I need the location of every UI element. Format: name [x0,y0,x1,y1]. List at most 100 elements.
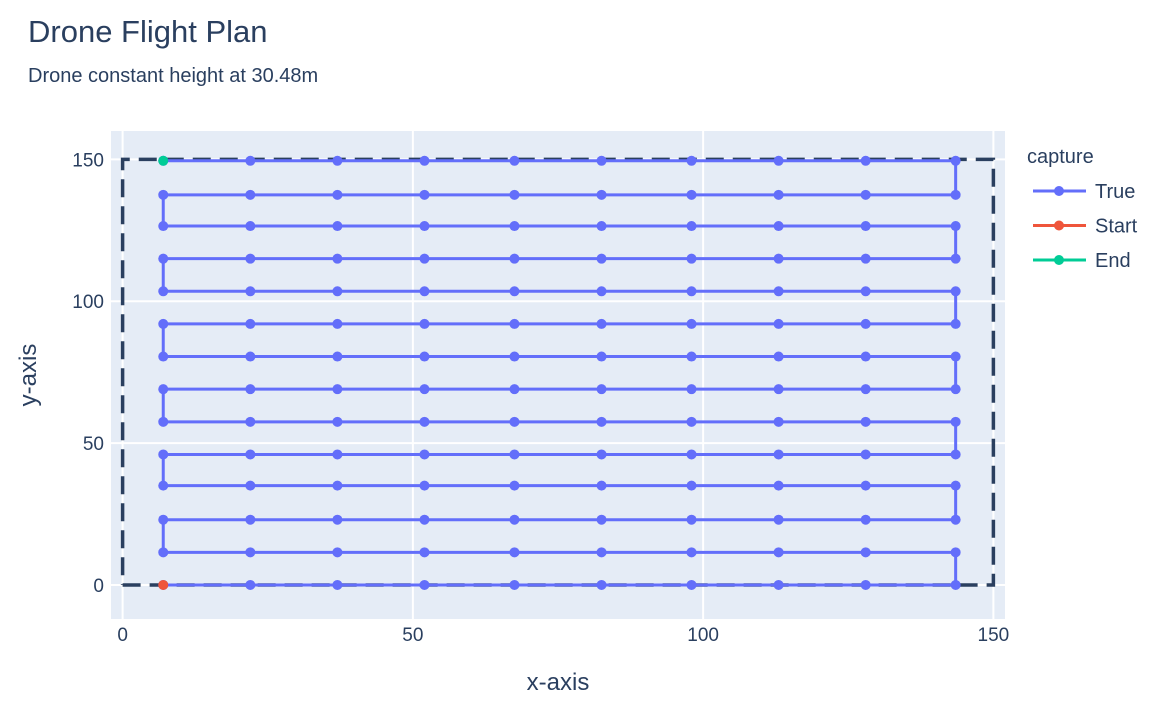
data-point-true [419,189,430,200]
data-point-true [860,384,871,395]
data-point-true [509,318,520,329]
data-point-true [950,318,961,329]
legend: capture True Start End [1027,146,1138,272]
data-point-true [419,547,430,558]
data-point-true [509,416,520,427]
data-point-true [419,579,430,590]
y-ticks: 0 50 100 150 [72,150,104,597]
data-point-true [332,351,343,362]
x-axis-title: x-axis [527,669,590,696]
y-tick-label: 0 [93,576,104,597]
plot-area [111,131,1005,619]
x-tick-label: 0 [117,625,128,646]
data-point-true [419,155,430,166]
data-point-true [245,253,256,264]
data-point-true [596,318,607,329]
legend-label: End [1095,250,1131,272]
legend-marker [1054,186,1064,196]
data-point-true [419,221,430,232]
data-point-true [332,384,343,395]
legend-label: True [1095,181,1135,203]
data-point-true [509,351,520,362]
data-point-true [686,221,697,232]
data-point-true [245,221,256,232]
data-point-true [596,189,607,200]
data-point-true [686,253,697,264]
data-point-end [158,155,169,166]
data-point-true [419,351,430,362]
data-point-true [950,351,961,362]
data-point-true [860,286,871,297]
data-point-true [860,253,871,264]
legend-label: Start [1095,216,1138,238]
data-point-true [509,449,520,460]
data-point-true [686,416,697,427]
data-point-true [332,449,343,460]
legend-item-true[interactable]: True [1033,181,1135,203]
data-point-true [686,318,697,329]
data-point-true [950,286,961,297]
data-point-true [686,480,697,491]
chart-title: Drone Flight Plan [28,14,268,49]
data-point-true [419,253,430,264]
data-point-true [773,449,784,460]
data-point-true [245,579,256,590]
data-point-true [245,384,256,395]
data-point-true [158,253,169,264]
data-point-true [245,514,256,525]
data-point-true [245,286,256,297]
data-point-true [773,416,784,427]
chart-subtitle: Drone constant height at 30.48m [28,65,318,87]
data-point-true [596,155,607,166]
data-point-true [950,579,961,590]
data-point-true [950,514,961,525]
data-point-true [860,351,871,362]
legend-item-end[interactable]: End [1033,250,1131,272]
y-tick-label: 150 [72,150,104,171]
data-point-true [596,579,607,590]
data-point-true [245,416,256,427]
legend-item-start[interactable]: Start [1033,216,1138,238]
data-point-true [158,480,169,491]
data-point-true [158,318,169,329]
data-point-true [860,579,871,590]
data-point-true [245,449,256,460]
data-point-true [158,189,169,200]
y-tick-label: 100 [72,292,104,313]
data-point-true [419,480,430,491]
data-point-start [158,579,169,590]
legend-marker [1054,255,1064,265]
data-point-true [860,189,871,200]
data-point-true [332,155,343,166]
legend-items: True Start End [1033,181,1138,272]
data-point-true [332,221,343,232]
data-point-true [773,189,784,200]
data-point-true [860,514,871,525]
data-point-true [509,189,520,200]
data-point-true [509,155,520,166]
data-point-true [245,480,256,491]
data-point-true [686,514,697,525]
data-point-true [509,253,520,264]
data-point-true [773,514,784,525]
legend-title: capture [1027,146,1094,168]
data-point-true [596,286,607,297]
data-point-true [773,318,784,329]
data-point-true [158,416,169,427]
data-point-true [686,286,697,297]
x-tick-label: 100 [687,625,719,646]
x-ticks: 0 50 100 150 [117,625,1009,646]
x-tick-label: 50 [402,625,423,646]
data-point-true [950,155,961,166]
data-point-true [419,318,430,329]
y-axis-title: y-axis [15,344,42,407]
data-point-true [773,480,784,491]
data-point-true [509,579,520,590]
legend-marker [1054,220,1064,231]
data-point-true [245,189,256,200]
data-point-true [596,514,607,525]
data-point-true [686,189,697,200]
data-point-true [245,318,256,329]
data-point-true [158,449,169,460]
data-point-true [686,579,697,590]
